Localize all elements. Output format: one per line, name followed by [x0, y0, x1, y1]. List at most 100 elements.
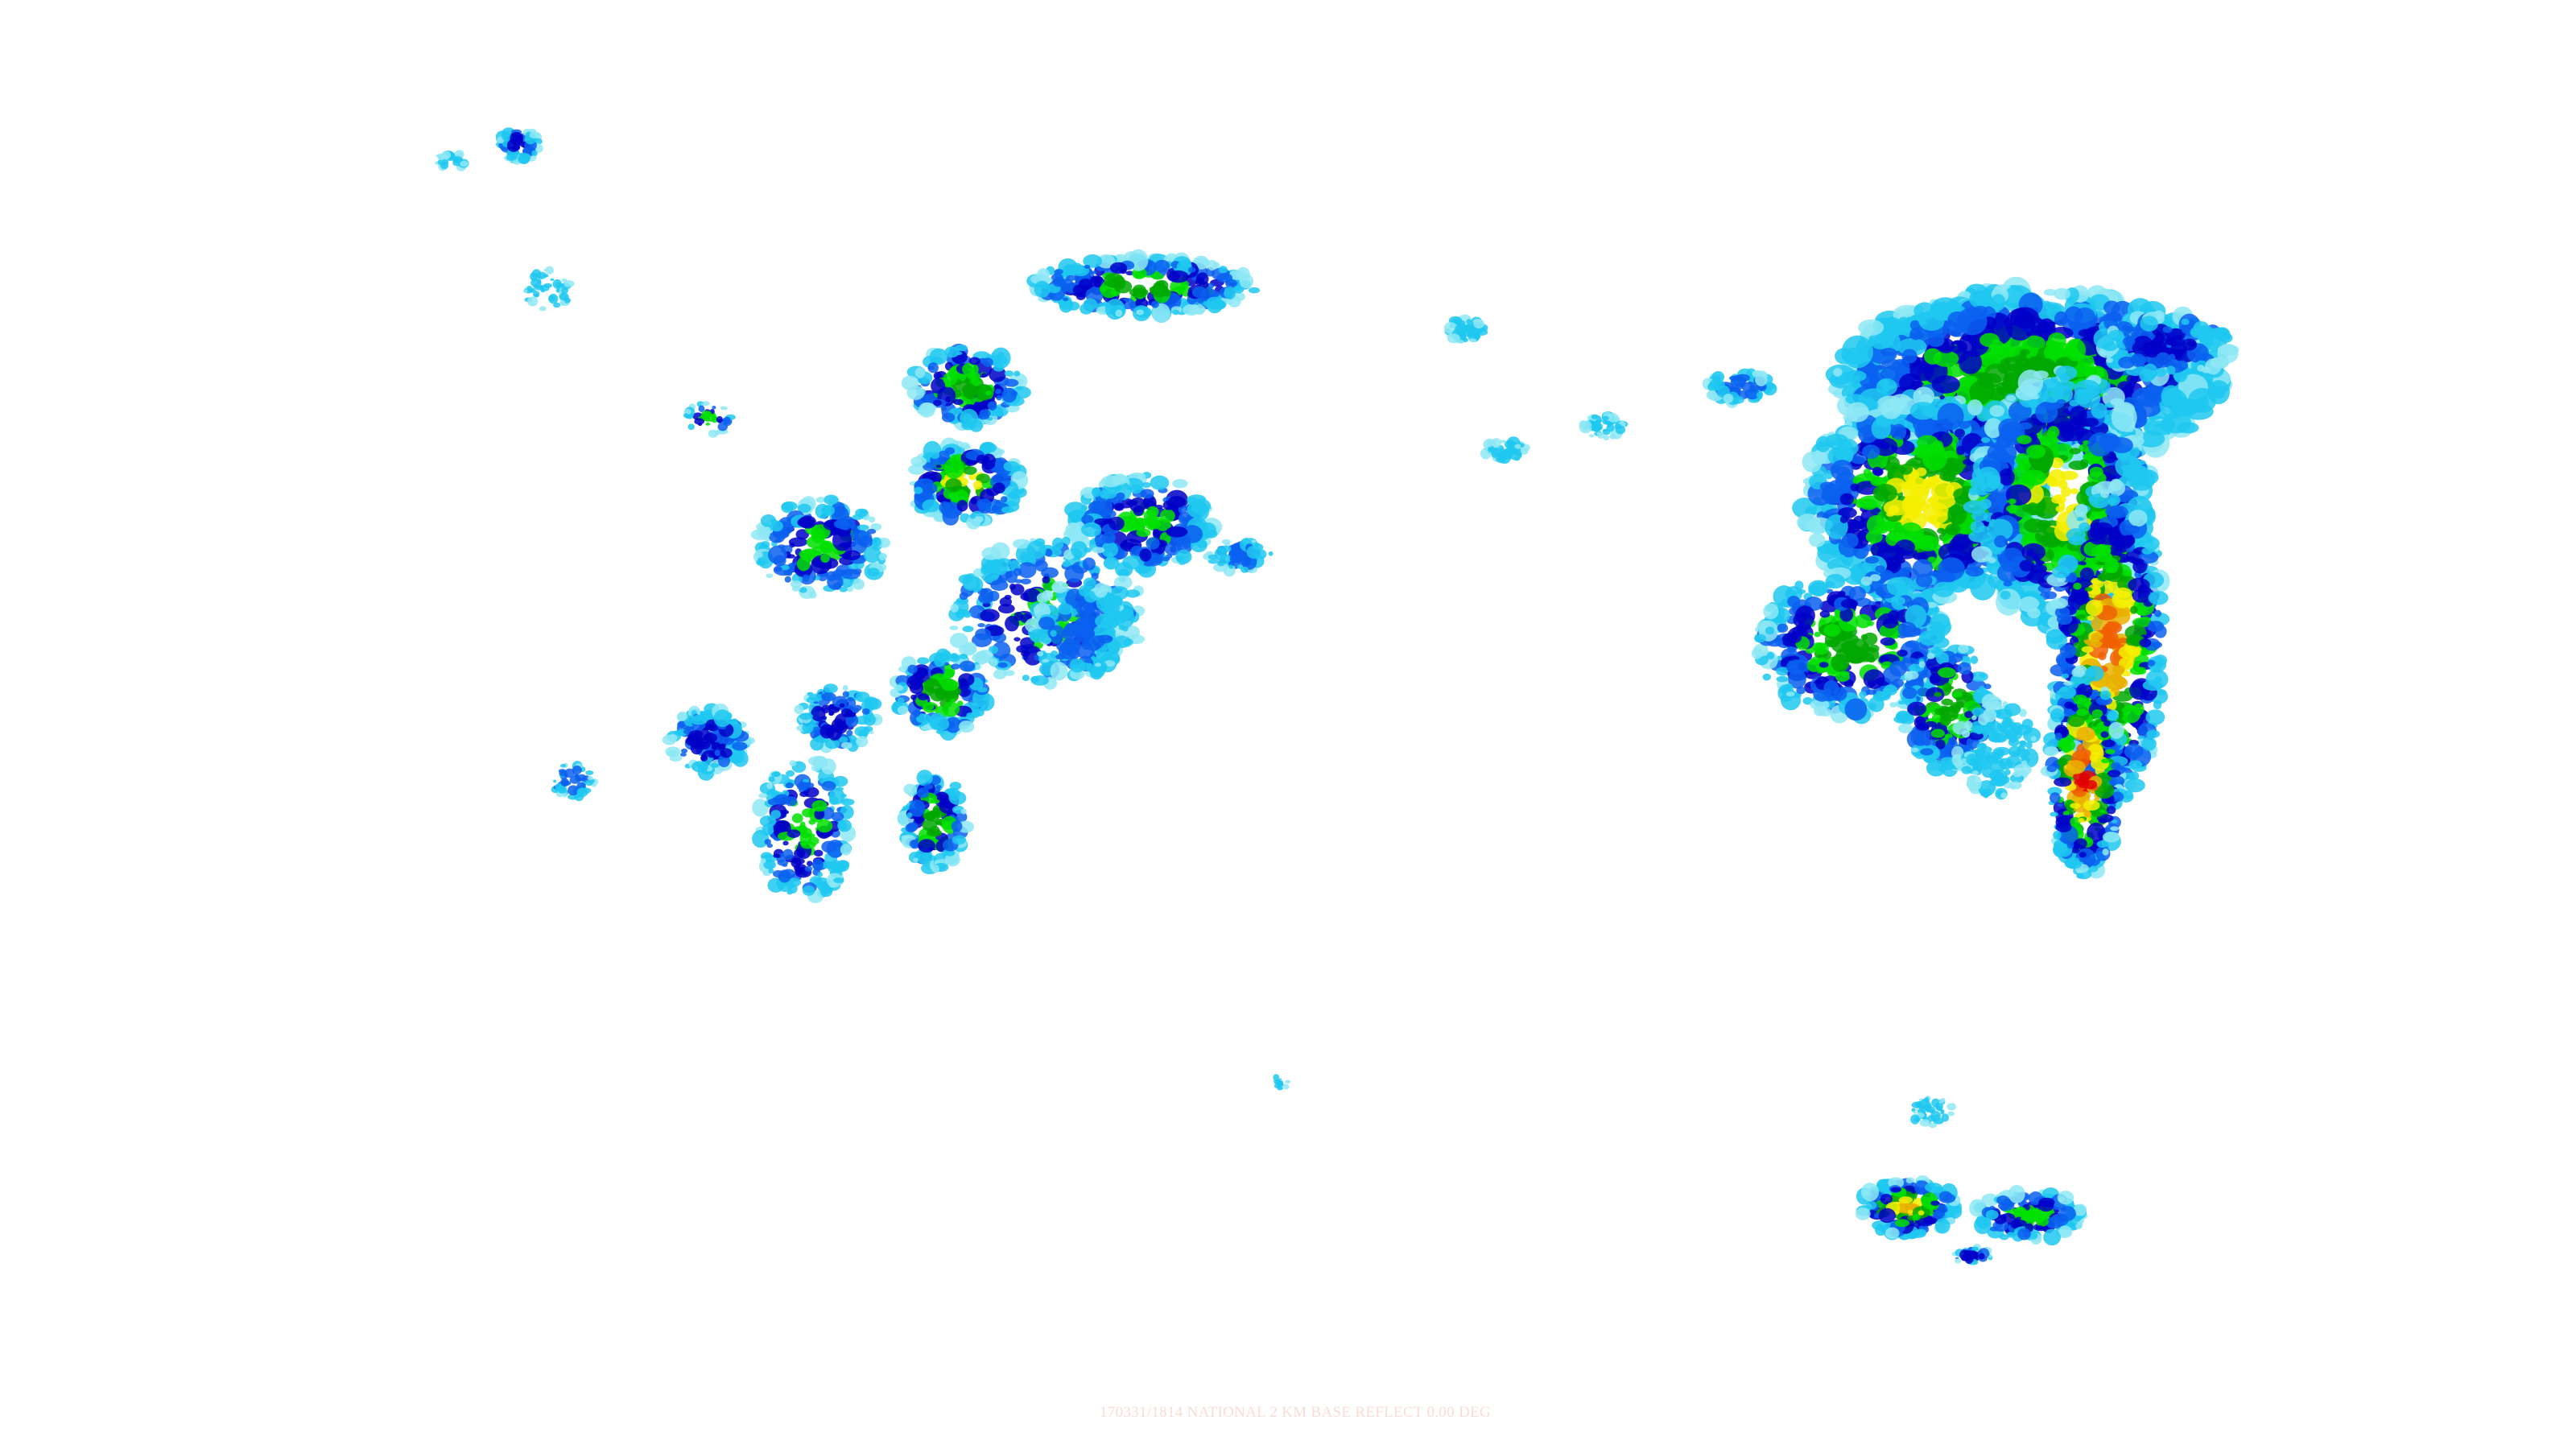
echo-cell [2128, 760, 2143, 770]
echo-cell [990, 347, 1011, 369]
echo-cell [1996, 382, 2013, 396]
echo-cell [832, 530, 852, 551]
echo-cell [1965, 566, 1984, 577]
echo-cell [2124, 743, 2144, 760]
echo-cell [2157, 689, 2167, 696]
echo-cell [2102, 832, 2120, 843]
echo-cell [2162, 326, 2173, 333]
echo-cell [1013, 637, 1021, 642]
echo-cell [2029, 356, 2039, 365]
echo-cell [2078, 817, 2085, 824]
echo-cell [2179, 372, 2186, 378]
echo-cell [2120, 535, 2136, 547]
echo-cell [2130, 605, 2138, 614]
echo-cell [2101, 739, 2116, 748]
echo-cell [1938, 557, 1965, 581]
echo-cell [2154, 609, 2161, 617]
echo-cell [1934, 691, 1942, 697]
echo-cell [1909, 402, 1936, 420]
echo-cell [1841, 533, 1859, 549]
echo-cell [1843, 369, 1867, 382]
echo-cell [1868, 657, 1876, 663]
echo-cell [1751, 647, 1763, 659]
echo-cell [2059, 644, 2077, 658]
echo-cell [2066, 714, 2085, 728]
echo-cell [945, 477, 962, 493]
echo-cell [1815, 436, 1831, 452]
echo-cell [2110, 398, 2124, 407]
echo-cell [1891, 423, 1907, 440]
echo-cell [2074, 838, 2087, 849]
echo-cell [1894, 539, 1916, 556]
echo-cell [1030, 675, 1049, 686]
echo-cell [1081, 522, 1102, 538]
echo-cell [1944, 733, 1953, 738]
echo-cell [2071, 667, 2085, 678]
echo-cluster [1026, 249, 1261, 324]
echo-cell [1886, 576, 1907, 596]
echo-cell [2110, 543, 2123, 558]
echo-cell [1846, 402, 1869, 423]
echo-cell [2132, 703, 2145, 716]
echo-cell [2148, 621, 2165, 633]
echo-cell [2062, 811, 2070, 816]
echo-cell [2125, 634, 2143, 647]
echo-cell [960, 408, 979, 428]
echo-cell [1975, 466, 2001, 493]
echo-cell [1942, 469, 1955, 482]
echo-cell [2053, 830, 2062, 840]
echo-cell [2050, 708, 2065, 723]
echo-cell [1793, 612, 1814, 629]
echo-cell [1034, 559, 1048, 572]
echo-cell [1909, 361, 1934, 382]
echo-cell [2074, 379, 2101, 399]
echo-cell [976, 498, 992, 510]
echo-cell [1983, 791, 1989, 799]
echo-cell [1189, 306, 1197, 314]
echo-cell [1103, 556, 1120, 570]
echo-cell [1004, 378, 1019, 387]
echo-cell [1099, 285, 1107, 293]
echo-cell [1021, 650, 1030, 657]
echo-cell [2091, 632, 2104, 641]
echo-cell [1001, 506, 1014, 514]
echo-cell [1113, 502, 1125, 511]
echo-cell [2182, 338, 2198, 351]
echo-cell [990, 580, 1009, 591]
echo-cell [2074, 779, 2084, 786]
echo-cell [2083, 678, 2091, 686]
echo-cell [980, 609, 1000, 622]
echo-cell [1762, 673, 1771, 681]
echo-cell [2063, 681, 2073, 686]
echo-cell [1161, 556, 1170, 562]
echo-cell [1003, 460, 1020, 472]
echo-cell [981, 547, 1001, 560]
echo-cell [1931, 375, 1960, 394]
echo-cell [1980, 437, 1991, 444]
echo-cell [994, 389, 1002, 394]
echo-cell [1850, 483, 1860, 492]
echo-cell [2021, 543, 2046, 561]
echo-cell [927, 362, 939, 374]
echo-cell [2095, 522, 2113, 534]
echo-cell [1971, 510, 1988, 522]
echo-cell [1970, 655, 1979, 664]
echo-cell [1840, 598, 1859, 609]
echo-cell [2099, 489, 2111, 495]
echo-cell [1833, 368, 1843, 377]
echo-cell [2161, 385, 2182, 407]
echo-cell [931, 378, 946, 394]
echo-cell [1926, 760, 1946, 777]
echo-cell [1020, 578, 1031, 585]
echo-cell [2213, 327, 2229, 336]
echo-cell [1967, 399, 1983, 416]
echo-cell [1821, 489, 1846, 504]
echo-cell [1986, 754, 1998, 763]
echo-cell [1167, 495, 1186, 509]
echo-cell [962, 625, 974, 633]
echo-cell [2030, 736, 2037, 742]
echo-cell [1930, 729, 1945, 738]
echo-cell [872, 538, 881, 547]
echo-cell [2090, 756, 2110, 771]
echo-cell [2105, 567, 2117, 574]
